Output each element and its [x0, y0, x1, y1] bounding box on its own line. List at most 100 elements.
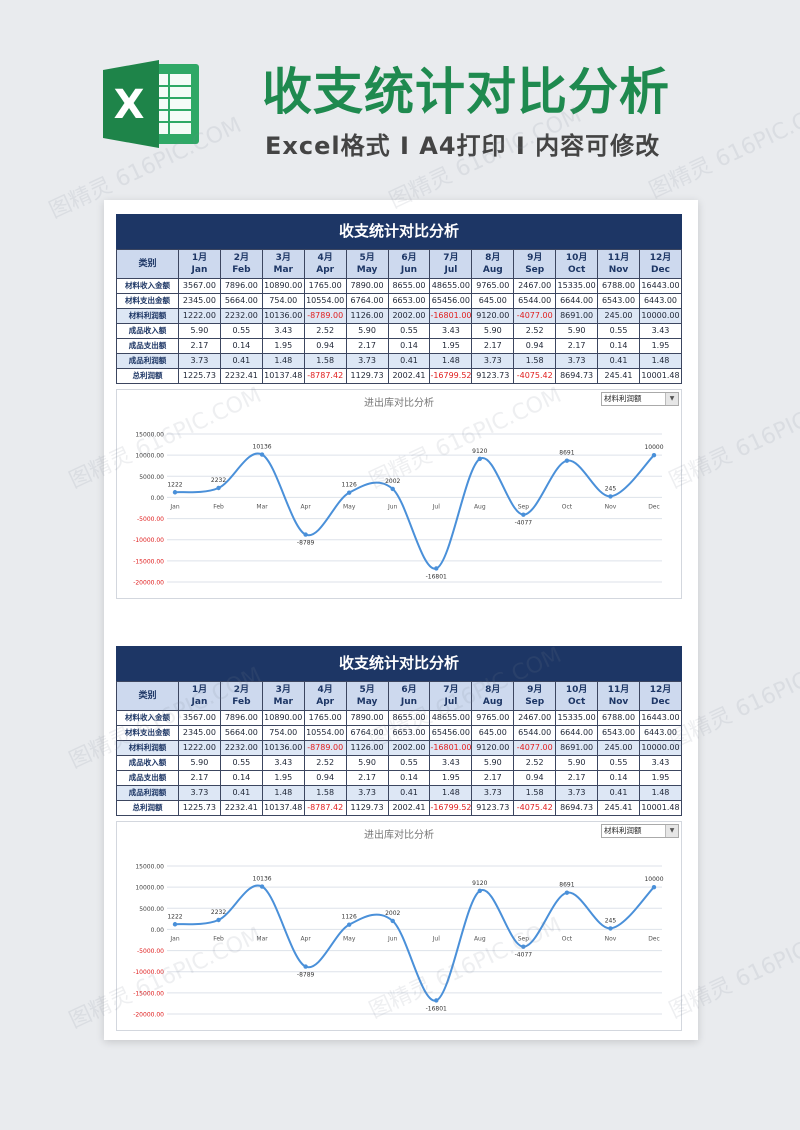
month-cn: 8月	[485, 253, 501, 263]
month-en: Oct	[567, 265, 586, 275]
column-header-month: 5月 May	[345, 249, 389, 279]
row-label: 总利润额	[116, 800, 179, 816]
table-cell: 5.90	[178, 323, 221, 339]
column-header-month: 3月 Mar	[261, 249, 305, 279]
table-cell: 6653.00	[387, 293, 431, 309]
table-cell: 1765.00	[303, 710, 347, 726]
table-cell: 10001.48	[638, 368, 683, 384]
table-cell: -16799.52	[429, 800, 473, 816]
column-header-month: 6月 Jun	[387, 681, 431, 711]
x-tick-label: Nov	[605, 503, 617, 510]
table-row: 材料利润额 1222.00 2232.00 10136.00 -8789.00 1126.…	[116, 308, 683, 324]
y-tick-label: 5000.00	[139, 474, 164, 481]
table-cell: 2.52	[513, 755, 557, 771]
table-cell: 3.73	[345, 353, 389, 369]
table-cell: 5.90	[555, 755, 599, 771]
table-cell: 1.95	[261, 338, 305, 354]
page-title: 收支统计对比分析	[262, 63, 670, 121]
table-cell: -8789.00	[303, 308, 347, 324]
table-cell: 65456.00	[429, 725, 473, 741]
table-cell: 0.55	[219, 323, 263, 339]
table-row: 材料收入金额 3567.00 7896.00 10890.00 1765.00 7890.…	[116, 710, 683, 726]
chevron-down-icon[interactable]: ▼	[665, 393, 678, 405]
table-cell: 3.73	[471, 353, 515, 369]
table-cell: 245.00	[597, 308, 640, 324]
table-cell: 2.52	[303, 323, 347, 339]
table-cell: 1.48	[638, 785, 683, 801]
table-cell: 0.55	[387, 323, 431, 339]
chart-plot: 15000.00 10000.00 5000.00 0.00 -5000.00 -1000…	[133, 864, 664, 1019]
month-cn: 5月	[359, 685, 375, 695]
table-cell: 1.95	[638, 338, 683, 354]
row-label: 材料利润额	[116, 740, 179, 756]
month-en: Jun	[400, 265, 418, 275]
chart-title: 进出库对比分析	[364, 830, 434, 841]
data-point	[390, 486, 395, 492]
table-cell: 2.17	[555, 338, 599, 354]
table-cell: 0.41	[597, 785, 640, 801]
row-label: 材料支出金额	[116, 725, 179, 741]
y-tick-label: -20000.00	[133, 1012, 164, 1019]
column-header-month: 3月 Mar	[261, 681, 305, 711]
table-cell: 8694.73	[555, 368, 599, 384]
table-cell: 7896.00	[219, 710, 263, 726]
table-cell: 10137.48	[261, 800, 305, 816]
table-cell: 10000.00	[638, 308, 683, 324]
table-cell: 1.95	[261, 770, 305, 786]
table-cell: 1126.00	[345, 308, 389, 324]
chevron-down-icon[interactable]: ▼	[665, 825, 678, 837]
table-row: 总利润额 1225.73 2232.41 10137.48 -8787.42 1129.7…	[116, 368, 683, 384]
table-cell: 0.14	[387, 770, 431, 786]
table-cell: -16799.52	[429, 368, 473, 384]
data-point	[390, 918, 395, 924]
x-tick-label: Jun	[387, 935, 398, 942]
data-label: 1126	[342, 914, 357, 921]
table-cell: 6788.00	[597, 278, 640, 294]
column-header-month: 2月 Feb	[219, 681, 263, 711]
data-label: -4077	[515, 520, 533, 527]
x-tick-label: Jul	[432, 503, 441, 510]
table-row: 材料利润额 1222.00 2232.00 10136.00 -8789.00 1126.…	[116, 740, 683, 756]
data-label: 8691	[559, 450, 574, 457]
table-cell: 2232.00	[219, 740, 263, 756]
table-cell: 245.41	[597, 800, 640, 816]
table-cell: 6788.00	[597, 710, 640, 726]
table-cell: 0.14	[387, 338, 431, 354]
table-cell: 1.48	[261, 785, 305, 801]
table-cell: 6443.00	[638, 293, 683, 309]
month-en: Sep	[525, 697, 545, 707]
data-label: 10136	[253, 876, 272, 883]
table-cell: 0.41	[597, 353, 640, 369]
series-selector-value: 材料利润额	[604, 826, 642, 835]
chart-plot: 15000.00 10000.00 5000.00 0.00 -5000.00 -1000…	[133, 432, 664, 587]
column-header-month: 8月 Aug	[471, 249, 515, 279]
month-en: Aug	[482, 697, 503, 707]
column-header-month: 7月 Jul	[429, 681, 473, 711]
column-header-month: 8月 Aug	[471, 681, 515, 711]
table-cell: 2.17	[471, 338, 515, 354]
table-cell: 15335.00	[555, 710, 599, 726]
month-cn: 5月	[359, 253, 375, 263]
data-point	[303, 532, 308, 537]
table-cell: 2345.00	[178, 725, 221, 741]
table-cell: 7896.00	[219, 278, 263, 294]
table-cell: 3.73	[178, 785, 221, 801]
y-tick-label: 15000.00	[135, 432, 164, 439]
data-label: -4077	[515, 952, 533, 959]
table-cell: 2467.00	[513, 710, 557, 726]
table-cell: 1222.00	[178, 308, 221, 324]
table-cell: -16801.00	[429, 740, 473, 756]
series-selector[interactable]: 材料利润额 ▼	[601, 824, 679, 838]
month-en: Jan	[191, 265, 208, 275]
row-label: 成品利润额	[116, 353, 179, 369]
table-cell: 1.58	[513, 785, 557, 801]
data-label: 2002	[385, 478, 400, 485]
table-cell: 3.43	[261, 323, 305, 339]
table-cell: 8655.00	[387, 278, 431, 294]
series-selector[interactable]: 材料利润额 ▼	[601, 392, 679, 406]
chart-title: 进出库对比分析	[364, 398, 434, 409]
table-row: 成品利润额 3.73 0.41 1.48 1.58 3.73 0.41 1.48 3.73 1.5…	[116, 785, 683, 801]
table-cell: -4077.00	[513, 740, 557, 756]
table-cell: 0.55	[219, 755, 263, 771]
table-cell: 48655.00	[429, 278, 473, 294]
